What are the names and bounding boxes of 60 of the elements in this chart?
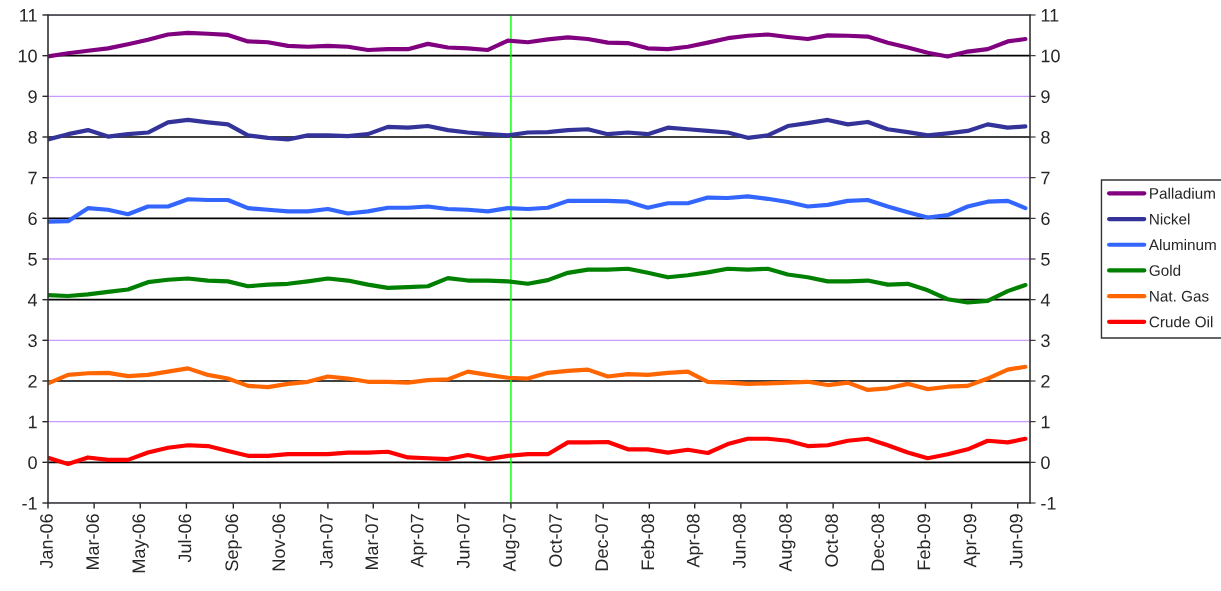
x-tick-label: Sep-06 bbox=[225, 514, 242, 571]
y-tick-label: 1 bbox=[28, 415, 37, 429]
y2-tick-label: -1 bbox=[1041, 497, 1056, 510]
y-tick-label: 6 bbox=[28, 212, 37, 226]
x-tick-label: Jan-07 bbox=[319, 514, 333, 569]
y2-tick-label: 0 bbox=[1041, 456, 1050, 470]
y-tick-label: 10 bbox=[18, 49, 37, 63]
x-tick-label: May-06 bbox=[132, 514, 149, 573]
x-tick-label: Jan-06 bbox=[40, 514, 53, 569]
y-tick-label: 11 bbox=[20, 9, 37, 22]
y-tick-label: 3 bbox=[28, 334, 37, 348]
y-tick-label: 4 bbox=[27, 293, 38, 307]
line-series bbox=[48, 194, 1028, 224]
x-tick-label: Jun-08 bbox=[732, 514, 746, 569]
line-series bbox=[48, 364, 1028, 393]
y-tick-label: 0 bbox=[28, 456, 37, 470]
legend-label: Aluminum bbox=[1148, 239, 1216, 251]
y2-tick-label: 11 bbox=[1041, 9, 1059, 22]
y2-tick-label: 3 bbox=[1041, 334, 1050, 348]
x-tick-label: Feb-09 bbox=[917, 514, 931, 570]
x-tick-label: Apr-07 bbox=[410, 514, 428, 568]
legend-label: Crude Oil bbox=[1149, 316, 1213, 328]
legend-label: Nickel bbox=[1150, 213, 1190, 225]
y2-tick-label: 7 bbox=[1041, 171, 1050, 185]
line-series bbox=[48, 266, 1028, 305]
x-tick-label: Aug-07 bbox=[502, 514, 520, 572]
x-tick-label: Jun-09 bbox=[1009, 514, 1023, 569]
legend-label: Palladium bbox=[1150, 187, 1215, 199]
x-tick-label: Apr-09 bbox=[963, 514, 980, 568]
y2-tick-label: 10 bbox=[1041, 49, 1060, 63]
x-tick-label: Mar-07 bbox=[365, 514, 379, 570]
x-tick-label: Mar-06 bbox=[86, 514, 99, 570]
x-tick-label: Feb-08 bbox=[640, 514, 655, 570]
y-tick-label: -1 bbox=[22, 497, 37, 510]
x-tick-label: Jul-06 bbox=[178, 514, 192, 563]
line-series bbox=[48, 436, 1028, 467]
line-series bbox=[48, 30, 1028, 59]
y-tick-label: 9 bbox=[28, 90, 37, 104]
legend-label: Gold bbox=[1149, 264, 1181, 276]
line-series bbox=[48, 117, 1028, 142]
y2-tick-label: 2 bbox=[1041, 374, 1050, 388]
x-tick-label: Nov-06 bbox=[272, 514, 286, 571]
y2-tick-label: 5 bbox=[1041, 253, 1050, 266]
y-tick-label: 7 bbox=[28, 171, 37, 185]
x-tick-label: Dec-07 bbox=[595, 514, 609, 571]
x-tick-label: Jun-07 bbox=[456, 514, 470, 569]
y2-tick-label: 8 bbox=[1041, 130, 1050, 144]
x-tick-label: Oct-07 bbox=[549, 514, 562, 567]
y2-tick-label: 1 bbox=[1041, 415, 1050, 429]
y2-tick-label: 6 bbox=[1041, 212, 1050, 226]
legend-label: Nat. Gas bbox=[1150, 290, 1209, 302]
y2-tick-label: 4 bbox=[1040, 293, 1050, 307]
y2-tick-label: 9 bbox=[1041, 90, 1050, 104]
x-tick-label: Aug-08 bbox=[779, 514, 796, 572]
x-tick-label: Apr-08 bbox=[686, 514, 704, 568]
y-tick-label: 5 bbox=[28, 253, 37, 266]
x-tick-label: Oct-08 bbox=[825, 514, 838, 567]
x-tick-label: Dec-08 bbox=[871, 514, 885, 571]
y-tick-label: 2 bbox=[28, 374, 37, 388]
y-tick-label: 8 bbox=[28, 130, 37, 144]
